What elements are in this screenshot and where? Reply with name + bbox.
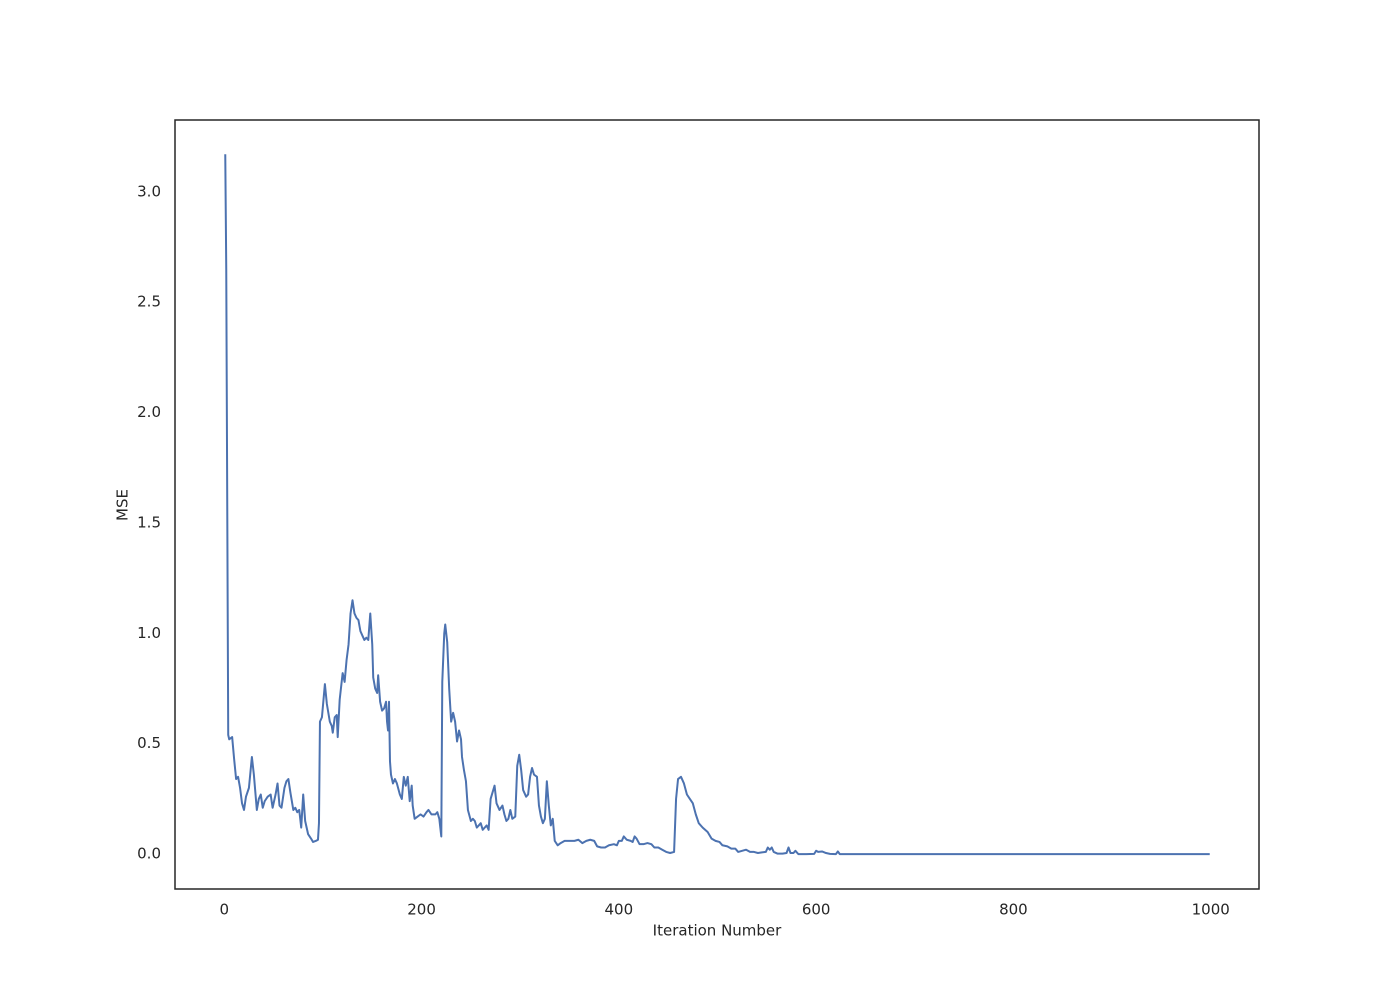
y-tick-label: 1.5 [137,513,161,531]
x-axis-label: Iteration Number [653,922,782,940]
x-tick-label: 400 [605,901,634,919]
x-tick-label: 800 [999,901,1028,919]
y-tick-label: 2.0 [137,403,161,421]
y-tick-label: 2.5 [137,293,161,311]
plot-frame [174,119,1260,890]
y-tick-label: 1.0 [137,624,161,642]
y-axis-label: MSE [114,489,132,521]
x-tick-label: 1000 [1192,901,1230,919]
x-tick-label: 600 [802,901,831,919]
data-line [224,154,1210,856]
y-tick-label: 3.0 [137,182,161,200]
y-tick-label: 0.5 [137,734,161,752]
y-tick-label: 0.0 [137,845,161,863]
x-tick-label: 0 [219,901,229,919]
x-tick-label: 200 [407,901,436,919]
